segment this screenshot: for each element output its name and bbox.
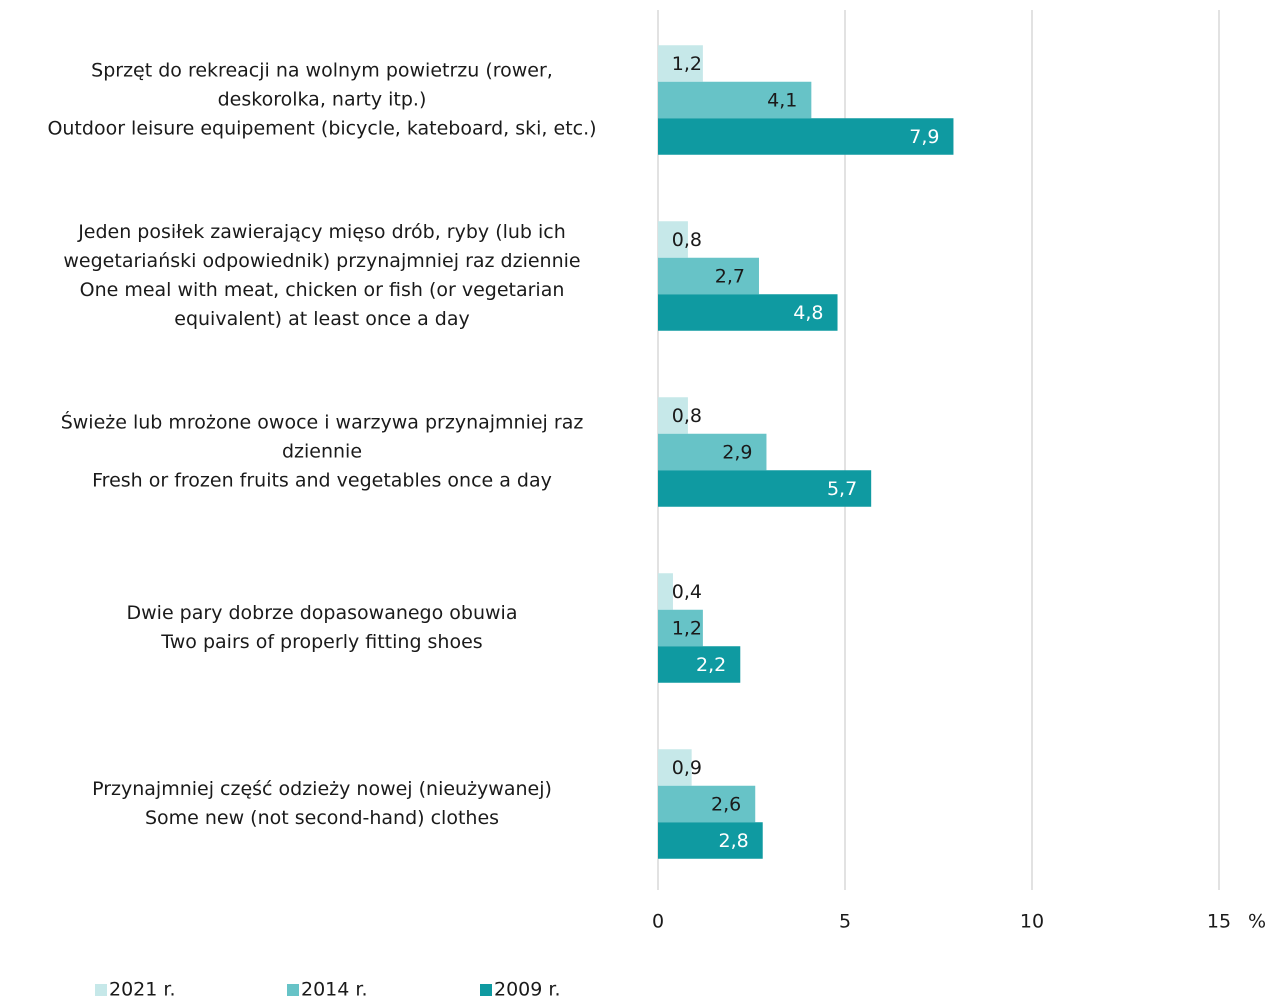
data-label: 0,8 — [672, 405, 702, 427]
category-label: Fresh or frozen fruits and vegetables on… — [92, 470, 552, 492]
category-label: Outdoor leisure equipement (bicycle, kat… — [47, 118, 596, 140]
data-label: 1,2 — [672, 53, 702, 75]
bar — [658, 822, 763, 859]
bar — [658, 221, 688, 258]
bar — [658, 573, 673, 610]
category-label: deskorolka, narty itp.) — [218, 89, 427, 111]
legend-swatch — [480, 984, 492, 996]
x-tick-label: 10 — [1020, 911, 1044, 933]
category-label: Przynajmniej część odzieży nowej (nieuży… — [92, 778, 552, 800]
data-label: 4,1 — [767, 90, 797, 112]
bar — [658, 749, 692, 786]
category-label: Two pairs of properly fitting shoes — [160, 631, 482, 653]
category-label: Sprzęt do rekreacji na wolnym powietrzu … — [91, 60, 553, 82]
legend-label: 2021 r. — [109, 979, 176, 999]
data-label: 0,9 — [672, 757, 702, 779]
bar — [658, 646, 741, 683]
bar — [658, 257, 759, 295]
x-tick-label: 15 — [1207, 911, 1231, 933]
data-label: 2,9 — [722, 442, 752, 464]
category-label: Some new (not second-hand) clothes — [145, 807, 499, 829]
data-label: 0,4 — [672, 581, 702, 603]
category-label: Świeże lub mrożone owoce i warzywa przyn… — [61, 410, 584, 434]
bar — [658, 118, 954, 155]
legend-swatch — [287, 984, 299, 996]
bar — [658, 294, 838, 331]
x-tick-label: 0 — [652, 911, 664, 933]
legend-label: 2009 r. — [494, 979, 561, 999]
data-label: 2,6 — [711, 794, 741, 816]
bar — [658, 470, 872, 507]
data-label: 4,8 — [793, 302, 823, 324]
data-label: 2,7 — [715, 266, 745, 288]
category-label: dziennie — [282, 441, 362, 463]
data-label: 2,8 — [719, 830, 749, 852]
data-label: 2,2 — [696, 654, 726, 676]
bar — [658, 785, 756, 823]
x-axis-label: % — [1248, 911, 1266, 933]
bar — [658, 397, 688, 434]
legend-label: 2014 r. — [301, 979, 368, 999]
category-label: equivalent) at least once a day — [174, 308, 469, 330]
data-label: 7,9 — [909, 126, 939, 148]
category-label: Jeden posiłek zawierający mięso drób, ry… — [77, 221, 566, 243]
bar — [658, 433, 767, 471]
data-label: 5,7 — [827, 478, 857, 500]
x-tick-label: 5 — [839, 911, 851, 933]
category-label: wegetariański odpowiednik) przynajmniej … — [63, 250, 580, 272]
bar — [658, 81, 812, 119]
data-label: 0,8 — [672, 229, 702, 251]
bar — [658, 609, 703, 647]
category-label: Dwie pary dobrze dopasowanego obuwia — [127, 602, 518, 624]
category-label: One meal with meat, chicken or fish (or … — [80, 279, 565, 301]
legend-swatch — [95, 984, 107, 996]
data-label: 1,2 — [672, 618, 702, 640]
bar — [658, 45, 703, 82]
